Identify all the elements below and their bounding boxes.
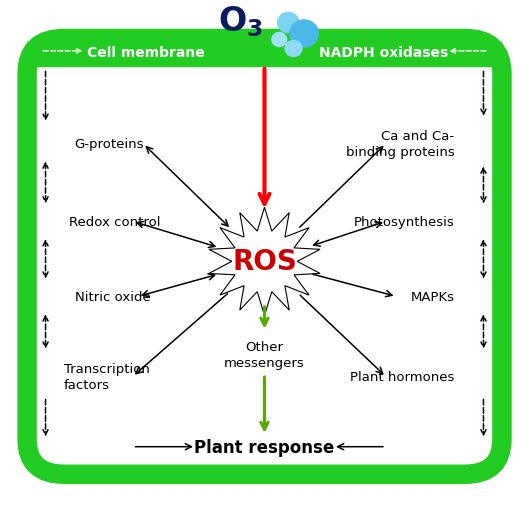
Text: ROS: ROS [232, 248, 297, 276]
FancyBboxPatch shape [27, 39, 502, 474]
Bar [27, 53, 502, 67]
Text: Plant hormones: Plant hormones [350, 370, 454, 383]
Circle shape [278, 14, 299, 33]
Circle shape [272, 33, 287, 47]
Text: Redox control: Redox control [69, 215, 161, 228]
Text: Nitric oxide: Nitric oxide [75, 290, 150, 304]
Text: G-proteins: G-proteins [75, 138, 144, 151]
Text: Transcription
factors: Transcription factors [64, 363, 150, 391]
Circle shape [290, 21, 318, 48]
Text: Cell membrane: Cell membrane [87, 46, 205, 60]
Text: Other
messengers: Other messengers [224, 340, 305, 369]
Text: Plant response: Plant response [194, 438, 335, 456]
FancyBboxPatch shape [27, 37, 502, 69]
Text: MAPKs: MAPKs [411, 290, 454, 304]
Text: Photosynthesis: Photosynthesis [354, 215, 454, 228]
Text: $\mathbf{O_3}$: $\mathbf{O_3}$ [218, 5, 263, 39]
Text: NADPH oxidases: NADPH oxidases [318, 46, 448, 60]
Circle shape [285, 41, 302, 58]
Polygon shape [209, 208, 320, 316]
Text: Ca and Ca-
binding proteins: Ca and Ca- binding proteins [345, 130, 454, 159]
